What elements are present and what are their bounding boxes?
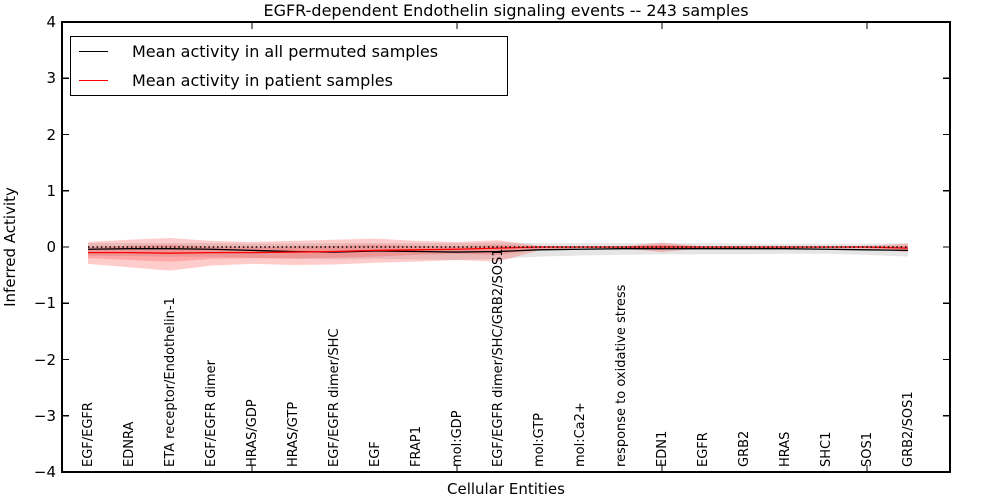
x-entity-label: ETA receptor/Endothelin-1 [163,297,178,467]
patient-inner-band [88,244,908,262]
x-entity-label: EGF [368,441,383,467]
x-entity-label: mol:GDP [450,410,465,467]
y-tick-label: 4 [46,13,56,31]
x-entity-label: response to oxidative stress [614,284,629,467]
x-entity-label: HRAS [778,431,793,467]
x-entity-label: GRB2/SOS1 [901,391,916,467]
x-entity-label: SOS1 [860,431,875,467]
x-entity-label: HRAS/GDP [245,399,260,467]
chart-title: EGFR-dependent Endothelin signaling even… [263,1,749,20]
x-entity-label: mol:GTP [532,413,547,467]
x-entity-label: mol:Ca2+ [573,402,588,467]
y-tick-label: 3 [46,69,56,88]
legend-label-patient: Mean activity in patient samples [132,71,393,90]
legend-label-permuted: Mean activity in all permuted samples [132,42,439,61]
x-entity-label: GRB2 [737,430,752,467]
x-entity-label: SHC1 [819,431,834,467]
x-entity-label: EGF/EGFR dimer [204,360,219,467]
legend: Mean activity in all permuted samples Me… [70,36,508,96]
patient-mean-line [88,246,909,254]
y-tick-label: −3 [33,406,56,425]
x-entity-label: EDNRA [122,421,137,467]
legend-entry-permuted: Mean activity in all permuted samples [71,37,507,66]
x-entity-label: EGF/EGFR dimer/SHC [327,328,342,467]
patient-line-sample-icon [79,80,108,81]
y-tick-label: −1 [33,294,56,313]
legend-entry-patient: Mean activity in patient samples [71,66,507,95]
x-entity-label: EGFR [696,432,711,467]
y-tick-label: 2 [46,125,56,144]
x-entity-label: EDN1 [655,430,670,467]
y-tick-label: 0 [46,238,56,256]
patient-std-band [88,238,908,271]
permuted-mean-line [87,248,909,253]
x-entity-label: HRAS/GTP [286,401,301,467]
y-tick-label: −2 [33,350,56,369]
x-axis-label: Cellular Entities [447,480,565,498]
x-entity-label: EGF/EGFR dimer/SHC/GRB2/SOS1 [491,248,506,468]
x-entity-label: FRAP1 [409,426,424,467]
x-entity-label: EGF/EGFR [81,402,96,467]
permuted-line-sample-icon [79,51,108,52]
y-tick-label: 1 [46,181,56,200]
y-tick-label: −4 [33,463,56,481]
